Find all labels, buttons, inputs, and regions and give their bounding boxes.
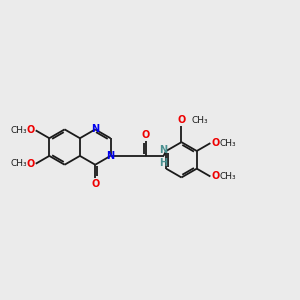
- Text: O: O: [211, 138, 220, 148]
- Text: CH₃: CH₃: [219, 172, 236, 181]
- Text: O: O: [91, 179, 99, 189]
- Text: CH₃: CH₃: [10, 159, 27, 168]
- Text: O: O: [211, 172, 220, 182]
- Text: N: N: [106, 151, 115, 161]
- Text: N: N: [159, 145, 168, 155]
- Text: O: O: [26, 125, 35, 135]
- Text: O: O: [26, 159, 35, 169]
- Text: O: O: [177, 116, 186, 125]
- Text: O: O: [142, 130, 150, 140]
- Text: N: N: [91, 124, 99, 134]
- Text: H: H: [159, 158, 168, 168]
- Text: CH₃: CH₃: [191, 116, 208, 125]
- Text: CH₃: CH₃: [219, 139, 236, 148]
- Text: CH₃: CH₃: [10, 126, 27, 135]
